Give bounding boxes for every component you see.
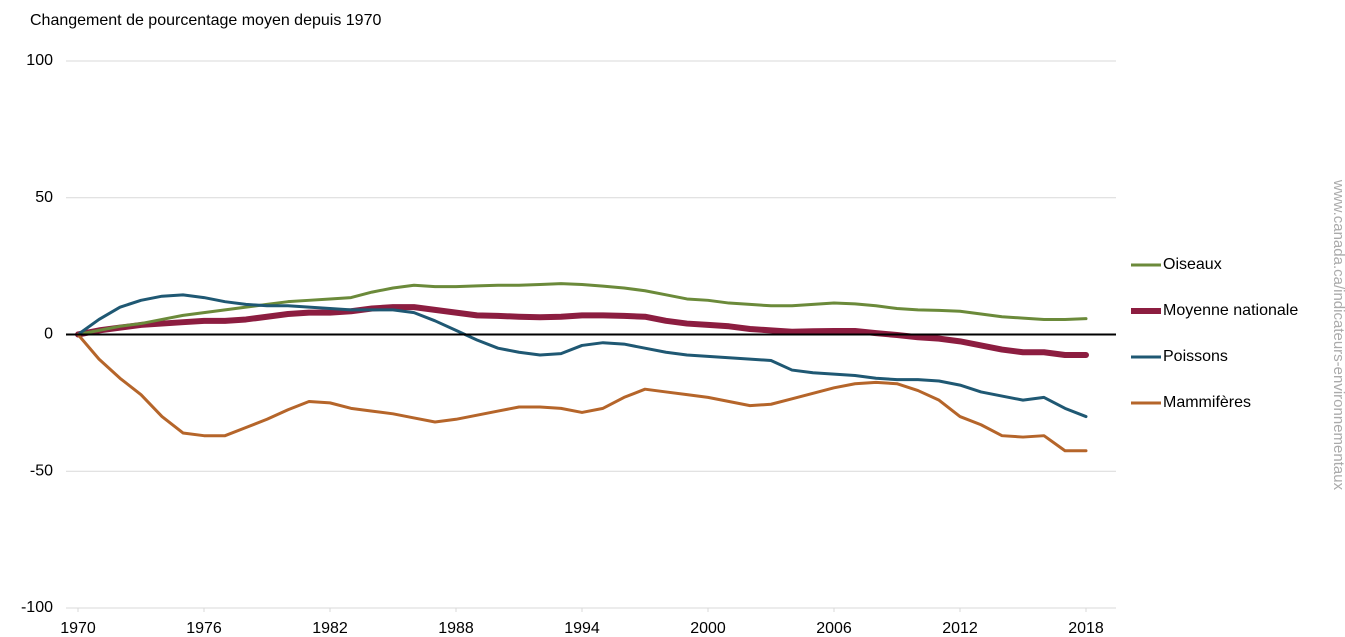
- x-tick-label: 1970: [60, 620, 96, 637]
- x-tick-label: 1976: [186, 620, 222, 637]
- legend-label: Mammifères: [1163, 394, 1251, 411]
- legend-label: Oiseaux: [1163, 256, 1222, 273]
- series-line: [75, 304, 1089, 359]
- series-line: [76, 293, 1088, 419]
- series-line: [76, 333, 1088, 453]
- series-line: [76, 282, 1088, 336]
- chart-title: Changement de pourcentage moyen depuis 1…: [30, 12, 381, 29]
- x-tick-label: 1982: [312, 620, 348, 637]
- x-tick-label: 2000: [690, 620, 726, 637]
- x-tick-label: 1988: [438, 620, 474, 637]
- source-watermark: www.canada.ca/indicateurs-environnementa…: [1330, 179, 1345, 491]
- legend-label: Moyenne nationale: [1163, 302, 1298, 319]
- x-tick-label: 1994: [564, 620, 600, 637]
- y-tick-label: -50: [30, 462, 53, 479]
- y-tick-label: 0: [44, 326, 53, 343]
- x-tick-label: 2006: [816, 620, 852, 637]
- x-tick-label: 2018: [1068, 620, 1104, 637]
- y-tick-label: -100: [21, 599, 53, 616]
- y-tick-label: 50: [35, 189, 53, 206]
- y-tick-label: 100: [26, 52, 53, 69]
- legend-label: Poissons: [1163, 348, 1228, 365]
- x-tick-label: 2012: [942, 620, 978, 637]
